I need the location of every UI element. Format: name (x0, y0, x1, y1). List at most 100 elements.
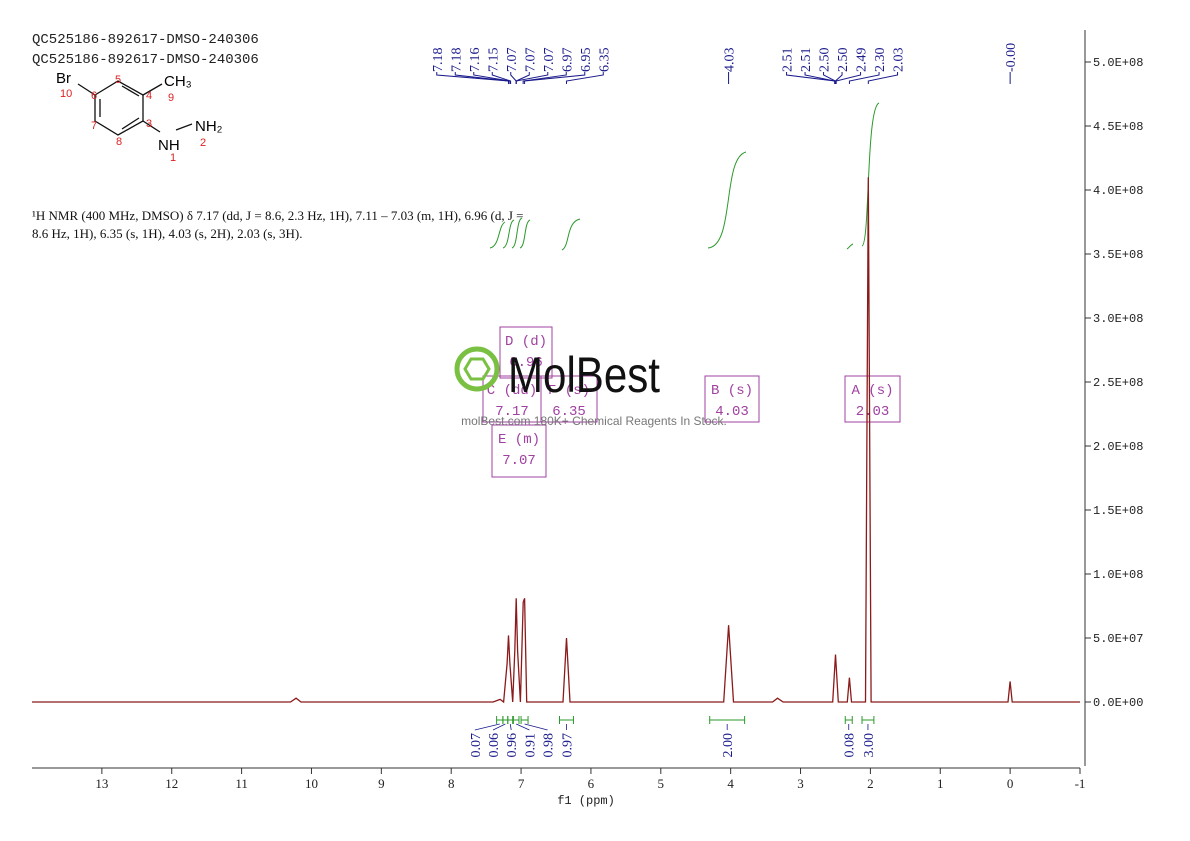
y-tick-label: 3.0E+08 (1093, 312, 1143, 326)
peak-connector (510, 72, 517, 84)
y-tick-label: 0.0E+00 (1093, 696, 1143, 710)
peak-label: -0.00 (1004, 43, 1019, 72)
peak-connector (804, 72, 836, 84)
multiplet-box (704, 375, 760, 423)
peak-label: 7.07 (523, 48, 538, 73)
y-tick-label: 2.5E+08 (1093, 376, 1143, 390)
integral-bracket (861, 716, 875, 724)
multiplet-name: D (d) (505, 334, 547, 350)
atom-number: 7 (91, 120, 97, 132)
peak-connector (454, 72, 509, 84)
peak-connector (473, 72, 511, 84)
peak-label: 7.07 (542, 48, 557, 73)
integral-bracket (844, 716, 853, 724)
integral-bracket (502, 716, 509, 724)
y-tick-label: 5.0E+08 (1093, 56, 1143, 70)
structure-labels: Br CH₃ NH NH₂ 10 6 5 4 9 7 3 8 1 2 (56, 70, 223, 164)
x-tick-label: 7 (518, 776, 525, 791)
peak-connector (524, 72, 586, 84)
multiplet-shift: 2.03 (856, 404, 890, 420)
y-tick-label: 1.0E+08 (1093, 568, 1143, 582)
atom-number: 5 (115, 74, 121, 86)
x-tick-label: 8 (448, 776, 455, 791)
integral-label: 0.97 (560, 733, 575, 758)
x-tick-label: 10 (305, 776, 318, 791)
multiplet-shift: 6.35 (552, 404, 586, 420)
atom-number: 2 (200, 137, 206, 149)
integral-label: 0.06 (487, 733, 502, 758)
atom: NH₂ (195, 118, 223, 135)
atom-number: 3 (146, 118, 152, 130)
spectrum (32, 177, 1080, 704)
peak-connector (565, 72, 604, 84)
multiplet-shift: 6.96 (509, 355, 543, 371)
integral-connector (492, 723, 506, 731)
peak-label: 7.15 (486, 48, 501, 73)
multiplet-name: E (m) (498, 432, 540, 448)
multiplet-box (540, 375, 598, 423)
multiplet-boxes: D (d) 6.96 C (dd) 7.17 F (s) 6.35 E (m) 7.07 B (… (482, 326, 901, 478)
multiplet-shift: 7.07 (502, 453, 536, 469)
nmr-text: ¹H NMR (400 MHz, DMSO) δ 7.17 (dd, J = 8… (32, 208, 523, 223)
peak-label: 2.03 (892, 48, 907, 73)
integral-bracket (520, 716, 529, 724)
peak-connector (848, 72, 880, 84)
peak-label: 6.35 (597, 48, 612, 73)
x-tick-label: 3 (797, 776, 804, 791)
integral-bracket (496, 716, 504, 724)
integral-label: 2.00 (721, 733, 736, 758)
x-tick-label: 12 (165, 776, 178, 791)
integral-label: 3.00 (862, 733, 877, 758)
multiplet-name: B (s) (711, 383, 753, 399)
integral-label: 0.96 (505, 733, 520, 758)
plot: 13 12 11 10 9 8 7 6 5 4 3 2 1 0 -1f1 (ppm)0.0E+005.0E+… (32, 30, 1143, 808)
x-tick-label: 4 (727, 776, 734, 791)
atom: Br (56, 70, 71, 87)
peak-connector (835, 72, 862, 84)
peak-label: 2.51 (799, 48, 814, 73)
peak-connector (491, 72, 512, 84)
peak-connector (834, 72, 843, 84)
x-tick-label: 6 (588, 776, 595, 791)
multiplet-name: C (dd) (487, 383, 537, 399)
integral-curves (489, 102, 880, 251)
peak-label: 7.18 (449, 48, 464, 73)
integral-bracket (507, 716, 514, 724)
integral-connector (474, 723, 500, 731)
peak-connector (436, 72, 509, 84)
x-tick-label: 5 (658, 776, 665, 791)
peak-label: 2.30 (873, 48, 888, 73)
y-tick-label: 2.0E+08 (1093, 440, 1143, 454)
peak-connector (867, 72, 899, 84)
integral-bracket (709, 716, 746, 724)
multiplet-shift: 4.03 (715, 404, 749, 420)
peak-connector (786, 72, 836, 84)
logo-text: MolBest (508, 347, 660, 403)
y-tick-label: 3.5E+08 (1093, 248, 1143, 262)
peak-label: 7.16 (468, 48, 483, 73)
x-tick-label: 11 (235, 776, 248, 791)
peak-label: 4.03 (723, 48, 738, 73)
sample-id: QC525186-892617-DMSO-240306 (32, 52, 259, 68)
peak-connector (515, 72, 549, 84)
x-tick-label: 9 (378, 776, 385, 791)
structure (77, 80, 193, 136)
multiplet-box (499, 326, 553, 379)
multiplet-box (491, 424, 547, 478)
atom-number: 9 (168, 92, 174, 104)
y-tick-label: 1.5E+08 (1093, 504, 1143, 518)
sample-id: QC525186-892617-DMSO-240306 (32, 32, 259, 48)
watermark: MolBest molBest.com 180K+ Chemical Reage… (454, 346, 727, 428)
peak-connector (522, 72, 567, 84)
x-tick-label: -1 (1075, 776, 1086, 791)
multiplet-name: A (s) (851, 383, 893, 399)
atom-number: 1 (170, 152, 176, 164)
peak-label: 6.97 (560, 48, 575, 73)
atom-number: 10 (60, 88, 72, 100)
x-tick-label: 0 (1007, 776, 1014, 791)
peak-connector (823, 72, 836, 84)
atom: CH₃ (164, 73, 192, 90)
nmr-text: 8.6 Hz, 1H), 6.35 (s, 1H), 4.03 (s, 2H),… (32, 226, 302, 241)
multiplet-box (844, 375, 901, 423)
